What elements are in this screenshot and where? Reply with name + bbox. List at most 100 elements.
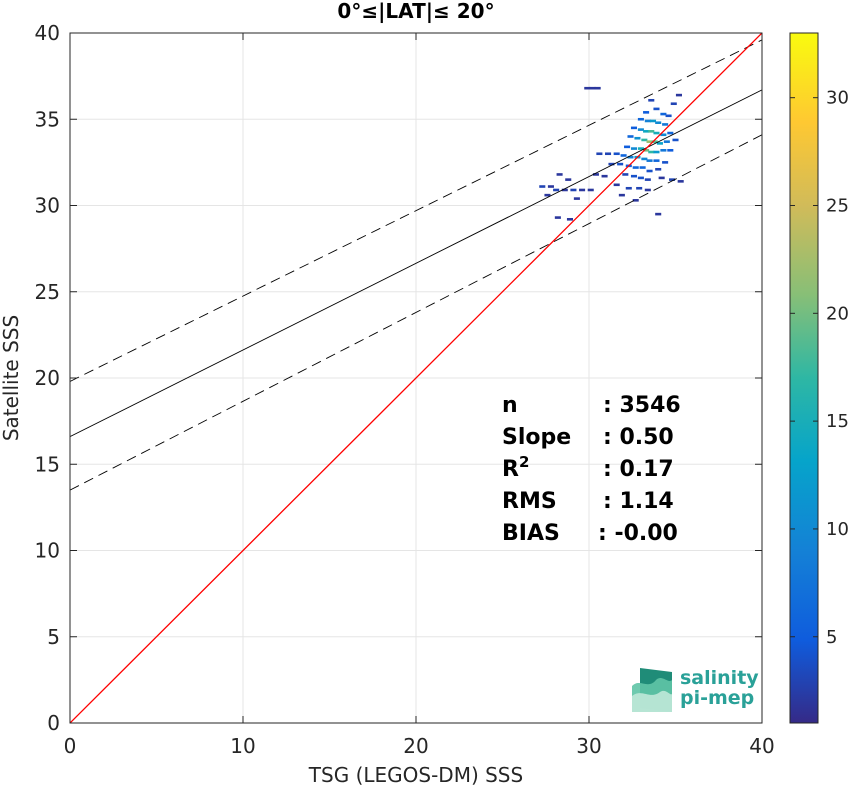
density-cell: [653, 159, 660, 162]
density-cell: [587, 188, 594, 192]
density-cell: [670, 102, 677, 106]
density-cell: [605, 152, 612, 156]
density-cell: [608, 162, 615, 166]
y-tick-label: 10: [35, 539, 60, 563]
density-cell: [653, 107, 660, 111]
y-tick-label: 0: [47, 711, 60, 735]
density-cell: [648, 130, 655, 133]
y-tick-label: 20: [35, 366, 60, 390]
density-cell: [662, 123, 669, 126]
stat-label: Slope: [502, 425, 571, 450]
x-tick-label: 20: [403, 734, 428, 758]
fit-lower-bound-line: [70, 134, 762, 491]
logo-line1: salinity: [680, 667, 759, 689]
density-cell: [637, 117, 644, 121]
stat-value: : 0.17: [603, 457, 674, 482]
stat-label: n: [502, 393, 518, 418]
stat-label: BIAS: [502, 521, 560, 546]
density-cell: [630, 147, 638, 150]
colorbar-tick-label: 5: [826, 627, 837, 648]
density-cell: [667, 149, 674, 152]
density-cell: [627, 135, 634, 138]
density-cell: [669, 178, 676, 181]
density-cell: [596, 152, 603, 156]
density-cell: [646, 159, 653, 162]
y-tick-label: 30: [35, 194, 60, 218]
x-tick-label: 10: [230, 734, 255, 758]
density-cell: [646, 169, 653, 173]
density-cell: [579, 188, 586, 192]
density-cell: [594, 86, 601, 90]
density-cell: [620, 154, 627, 157]
density-cell: [544, 193, 551, 197]
stat-value: : 0.50: [603, 425, 674, 450]
density-cell: [663, 140, 670, 143]
density-cell: [636, 186, 643, 190]
density-cell: [570, 188, 577, 192]
density-cell: [651, 140, 658, 143]
density-cell: [667, 131, 674, 135]
colorbar-tick-label: 10: [826, 519, 849, 540]
density-cell: [613, 152, 620, 156]
density-cell: [643, 130, 650, 133]
density-cell: [637, 128, 644, 131]
density-cell: [554, 216, 561, 219]
y-tick-label: 35: [35, 107, 60, 131]
density-cell: [632, 199, 639, 202]
regression-lines: [70, 33, 762, 723]
fit-upper-bound-line: [70, 39, 762, 382]
density-cell: [547, 185, 554, 188]
density-cell: [662, 161, 669, 164]
density-cell: [675, 93, 682, 97]
density-cell: [660, 112, 667, 116]
density-cell: [655, 212, 662, 216]
density-cell: [613, 183, 620, 187]
colorbar-tick-label: 25: [826, 196, 849, 217]
density-cell: [556, 173, 563, 176]
density-cell: [539, 185, 546, 188]
density-cell: [566, 218, 573, 221]
density-cell: [637, 147, 644, 150]
colorbar-gradient: [789, 32, 819, 724]
density-cell: [641, 157, 648, 161]
density-cell: [660, 133, 667, 137]
density-cell: [573, 197, 580, 200]
y-tick-label: 15: [35, 452, 60, 476]
density-cell: [656, 142, 663, 145]
density-cell: [644, 188, 651, 192]
density-cell: [665, 114, 672, 118]
stat-label-superscript: 2: [519, 453, 529, 471]
density-cell: [648, 98, 655, 102]
stat-value: : 1.14: [603, 489, 674, 514]
x-axis-ticks: 0 10 20 30 40: [64, 33, 775, 758]
y-axis-ticks: 0 5 10 15 20 25 30 35 40: [35, 21, 762, 735]
density-cell: [618, 193, 625, 197]
y-tick-label: 5: [47, 625, 60, 649]
density-cell: [641, 138, 648, 142]
density-cell: [644, 178, 651, 181]
density-cell: [639, 166, 646, 169]
density-cell: [658, 176, 665, 180]
density-cell: [622, 173, 629, 176]
logo-line2: pi-mep: [680, 687, 754, 709]
density-cell: [592, 173, 599, 176]
density-cell: [624, 145, 631, 149]
density-cell: [646, 140, 653, 143]
y-tick-label: 40: [35, 21, 60, 45]
chart-title: 0°≤|LAT|≤ 20°: [337, 0, 494, 23]
density-cell: [627, 155, 634, 159]
colorbar-tick-label: 15: [826, 411, 849, 432]
density-cells: [539, 86, 684, 221]
density-cell: [630, 126, 638, 130]
x-tick-label: 40: [749, 734, 774, 758]
density-cell: [653, 150, 660, 154]
density-cell: [630, 174, 638, 178]
density-cell: [565, 178, 572, 181]
density-cell: [601, 174, 608, 178]
salinity-pimep-logo: salinity pi-mep: [632, 667, 759, 712]
stat-value: : 3546: [603, 393, 681, 418]
density-cell: [553, 188, 560, 192]
